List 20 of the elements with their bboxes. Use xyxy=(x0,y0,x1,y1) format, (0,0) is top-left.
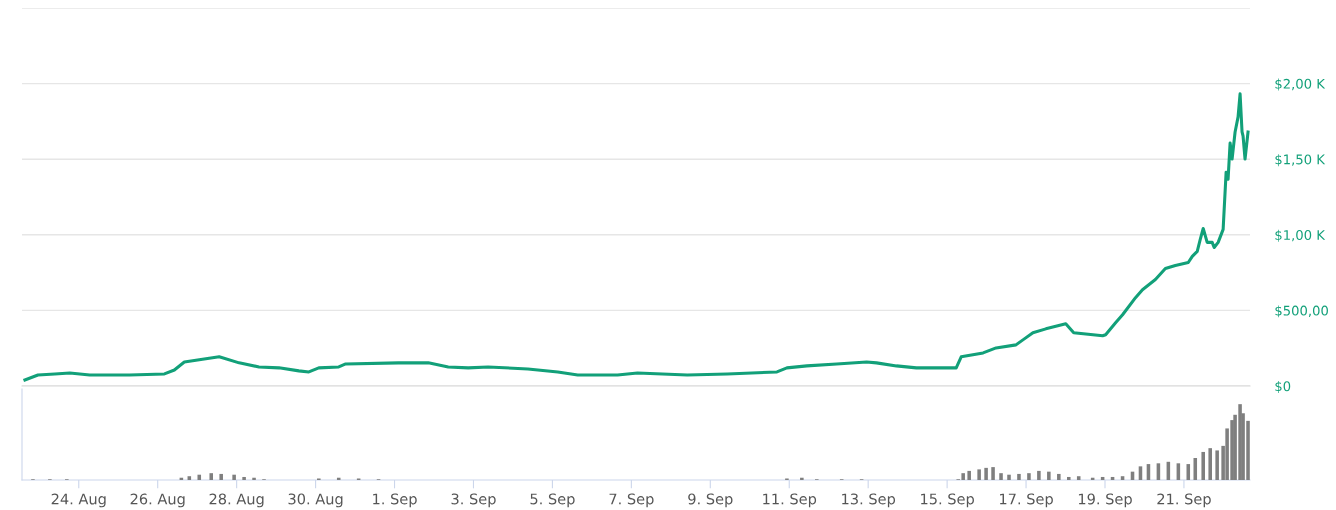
x-tick-label: 28. Aug xyxy=(209,493,264,508)
x-tick-label: 13. Sep xyxy=(842,493,896,508)
y-tick-label: $1,50 K xyxy=(1275,154,1326,167)
x-tick-label: 11. Sep xyxy=(763,493,817,508)
x-tick-label: 9. Sep xyxy=(688,493,733,508)
y-tick-label: $1,00 K xyxy=(1275,229,1326,242)
x-tick-label: 30. Aug xyxy=(288,493,343,508)
x-tick-label: 26. Aug xyxy=(130,493,185,508)
x-tick-label: 15. Sep xyxy=(921,493,974,508)
y-tick-label: $0 xyxy=(1275,380,1291,393)
x-tick-label: 19. Sep xyxy=(1078,493,1132,508)
x-tick-label: 5. Sep xyxy=(530,493,575,508)
x-tick-label: 3. Sep xyxy=(451,493,496,508)
x-tick-label: 1. Sep xyxy=(373,493,417,508)
y-tick-label: $2,00 K xyxy=(1275,78,1326,91)
x-tick-label: 24. Aug xyxy=(51,493,106,508)
x-tick-label: 17. Sep xyxy=(1000,493,1053,508)
y-tick-label: $500,00 xyxy=(1275,305,1328,318)
x-tick-label: 21. Sep xyxy=(1157,493,1211,508)
x-tick-label: 7. Sep xyxy=(609,493,654,508)
